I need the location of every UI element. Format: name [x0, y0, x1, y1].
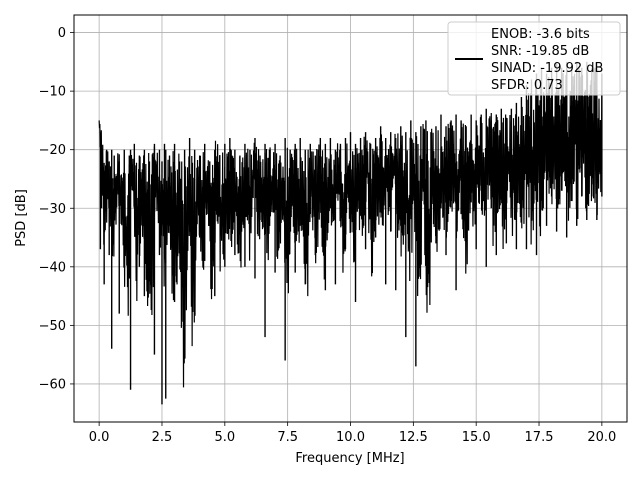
y-tick-label: −50: [39, 319, 66, 334]
x-tick-label: 15.0: [462, 430, 491, 445]
x-tick-label: 12.5: [399, 430, 428, 445]
x-tick-label: 0.0: [89, 430, 110, 445]
legend-box: [447, 21, 621, 96]
x-tick-label: 17.5: [525, 430, 554, 445]
legend-entry-enob: ENOB: -3.6 bits: [491, 27, 590, 42]
y-tick-label: −10: [39, 85, 66, 100]
legend-entry-snr: SNR: -19.85 dB: [491, 44, 589, 59]
x-tick-label: 5.0: [214, 430, 235, 445]
y-tick-label: −60: [39, 377, 66, 392]
x-axis-label: Frequency [MHz]: [295, 451, 404, 466]
x-tick-label: 7.5: [277, 430, 298, 445]
y-tick-label: −40: [39, 260, 66, 275]
legend: ENOB: -3.6 bits SNR: -19.85 dB SINAD: -1…: [447, 21, 621, 96]
y-axis-ticks: 0 −10 −20 −30 −40 −50 −60: [39, 26, 74, 392]
y-tick-label: −30: [39, 202, 66, 217]
legend-entry-sinad: SINAD: -19.92 dB: [491, 61, 603, 76]
x-tick-label: 20.0: [587, 430, 616, 445]
x-axis-ticks: 0.0 2.5 5.0 7.5 10.0 12.5 15.0 17.5 20.0: [89, 422, 616, 445]
y-tick-label: 0: [58, 26, 66, 41]
x-tick-label: 10.0: [336, 430, 365, 445]
legend-entry-sfdr: SFDR: 0.73: [491, 78, 563, 93]
x-tick-label: 2.5: [152, 430, 173, 445]
y-tick-label: −20: [39, 143, 66, 158]
y-axis-label: PSD [dB]: [14, 189, 29, 247]
